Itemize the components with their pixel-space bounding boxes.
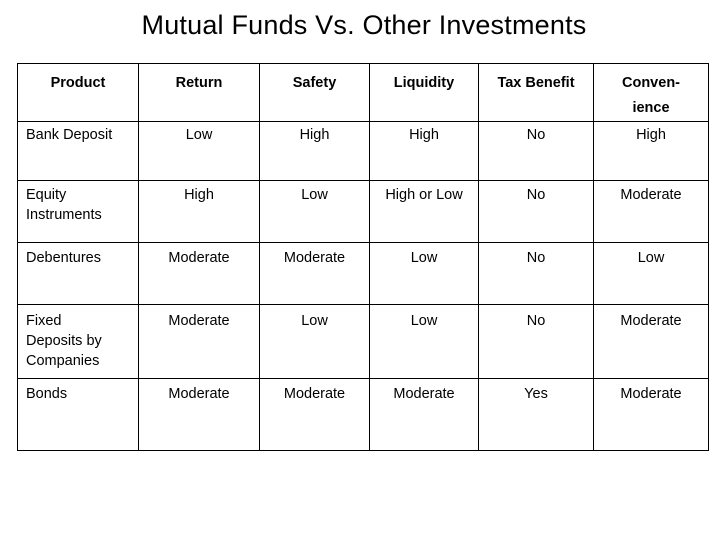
header-product: Product <box>17 63 139 122</box>
cell-tax-benefit: No <box>478 121 594 181</box>
table-row: Fixed Deposits by Companies Moderate Low… <box>17 304 709 379</box>
cell-liquidity: High or Low <box>369 180 479 243</box>
cell-return: Moderate <box>138 304 260 379</box>
page-title: Mutual Funds Vs. Other Investments <box>141 10 587 40</box>
table-row: Bonds Moderate Moderate Moderate Yes Mod… <box>17 378 709 451</box>
header-liquidity: Liquidity <box>369 63 479 122</box>
cell-return: Low <box>138 121 260 181</box>
table-row: Debentures Moderate Moderate Low No Low <box>17 242 709 305</box>
header-convenience: Conven- ience <box>593 63 709 122</box>
cell-tax-benefit: No <box>478 304 594 379</box>
cell-convenience: Moderate <box>593 304 709 379</box>
cell-liquidity: Low <box>369 304 479 379</box>
header-safety: Safety <box>259 63 370 122</box>
table-row: Equity Instruments High Low High or Low … <box>17 180 709 243</box>
cell-convenience: Low <box>593 242 709 305</box>
cell-safety: High <box>259 121 370 181</box>
cell-return: Moderate <box>138 242 260 305</box>
cell-product: Bonds <box>17 378 139 451</box>
cell-product: Equity Instruments <box>17 180 139 243</box>
cell-liquidity: Low <box>369 242 479 305</box>
comparison-table: Product Return Safety Liquidity Tax Bene… <box>17 63 709 451</box>
header-return: Return <box>138 63 260 122</box>
cell-product: Debentures <box>17 242 139 305</box>
header-tax-benefit: Tax Benefit <box>478 63 594 122</box>
cell-liquidity: Moderate <box>369 378 479 451</box>
cell-return: High <box>138 180 260 243</box>
cell-product: Fixed Deposits by Companies <box>17 304 139 379</box>
cell-return: Moderate <box>138 378 260 451</box>
cell-convenience: Moderate <box>593 180 709 243</box>
cell-safety: Low <box>259 180 370 243</box>
cell-product: Bank Deposit <box>17 121 139 181</box>
cell-liquidity: High <box>369 121 479 181</box>
cell-tax-benefit: Yes <box>478 378 594 451</box>
cell-convenience: Moderate <box>593 378 709 451</box>
table-row: Bank Deposit Low High High No High <box>17 121 709 181</box>
cell-convenience: High <box>593 121 709 181</box>
table-header-row: Product Return Safety Liquidity Tax Bene… <box>17 63 709 122</box>
cell-tax-benefit: No <box>478 180 594 243</box>
cell-safety: Moderate <box>259 378 370 451</box>
cell-safety: Low <box>259 304 370 379</box>
cell-tax-benefit: No <box>478 242 594 305</box>
cell-safety: Moderate <box>259 242 370 305</box>
